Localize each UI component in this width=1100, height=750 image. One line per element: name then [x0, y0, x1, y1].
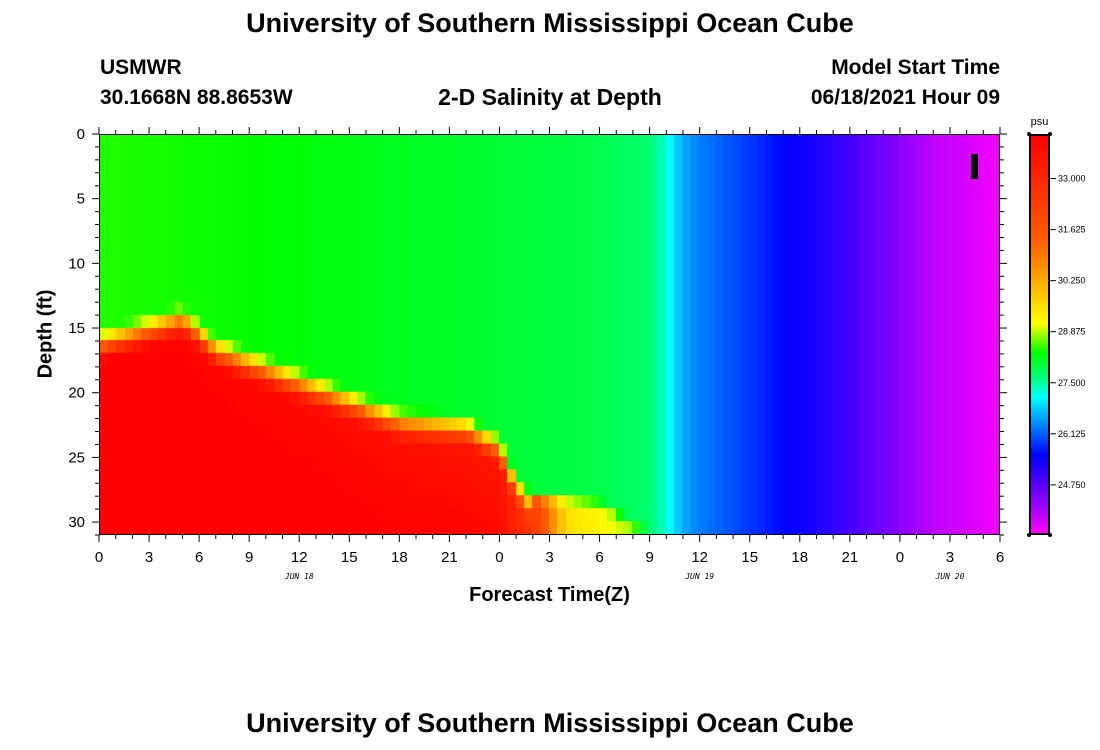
- colorbar-tick-label: 33.000: [1058, 174, 1086, 184]
- x-tick-label: 0: [495, 549, 503, 566]
- y-tick-label: 15: [68, 320, 85, 337]
- colorbar-tick-label: 26.125: [1058, 429, 1086, 439]
- y-tick-label: 30: [68, 514, 85, 531]
- colorbar-tick-label: 30.250: [1058, 276, 1086, 286]
- y-tick-label: 20: [68, 385, 85, 402]
- salinity-heatmap: [99, 134, 1000, 535]
- station-id: USMWR: [100, 56, 182, 79]
- model-start-time: 06/18/2021 Hour 09: [810, 86, 1000, 109]
- x-date-label: JUN 20: [934, 572, 964, 581]
- x-tick-label: 15: [341, 549, 358, 566]
- x-tick-label: 3: [545, 549, 553, 566]
- top-title: University of Southern Mississippi Ocean…: [246, 8, 854, 38]
- x-tick-label: 0: [95, 549, 103, 566]
- x-tick-label: 0: [896, 549, 904, 566]
- colorbar-tick-label: 28.875: [1058, 327, 1086, 337]
- colorbar-corner-dot: [1027, 132, 1031, 136]
- colorbar-corner-dot: [1027, 533, 1031, 537]
- x-tick-label: 15: [741, 549, 758, 566]
- y-tick-label: 0: [77, 126, 85, 143]
- y-tick-label: 10: [68, 255, 85, 272]
- x-date-label: JUN 18: [284, 572, 314, 581]
- x-tick-label: 6: [195, 549, 203, 566]
- x-tick-label: 12: [691, 549, 708, 566]
- x-tick-label: 21: [841, 549, 858, 566]
- model-start-label: Model Start Time: [831, 56, 1000, 79]
- x-tick-label: 18: [791, 549, 808, 566]
- bottom-title: University of Southern Mississippi Ocean…: [246, 708, 854, 738]
- colorbar-unit: psu: [1031, 116, 1049, 128]
- y-axis-label: Depth (ft): [34, 289, 57, 379]
- y-tick-label: 5: [77, 191, 85, 208]
- time-marker: [971, 154, 978, 179]
- y-tick-label: 25: [68, 449, 85, 466]
- x-tick-label: 6: [595, 549, 603, 566]
- x-date-label: JUN 19: [684, 572, 714, 581]
- colorbar-tick-label: 31.625: [1058, 225, 1086, 235]
- x-tick-label: 12: [291, 549, 308, 566]
- colorbar-tick-label: 27.500: [1058, 378, 1086, 388]
- x-tick-label: 9: [645, 549, 653, 566]
- x-axis-label: Forecast Time(Z): [469, 584, 630, 606]
- station-coords: 30.1668N 88.8653W: [100, 86, 293, 109]
- x-tick-label: 21: [441, 549, 458, 566]
- colorbar-corner-dot: [1048, 132, 1052, 136]
- colorbar-tick-label: 24.750: [1058, 480, 1086, 490]
- colorbar-corner-dot: [1048, 533, 1052, 537]
- x-tick-label: 3: [946, 549, 954, 566]
- plot-title: 2-D Salinity at Depth: [438, 84, 662, 110]
- x-tick-label: 6: [996, 549, 1004, 566]
- x-tick-label: 9: [245, 549, 253, 566]
- x-tick-label: 3: [145, 549, 153, 566]
- x-tick-label: 18: [391, 549, 408, 566]
- colorbar: [1029, 134, 1050, 535]
